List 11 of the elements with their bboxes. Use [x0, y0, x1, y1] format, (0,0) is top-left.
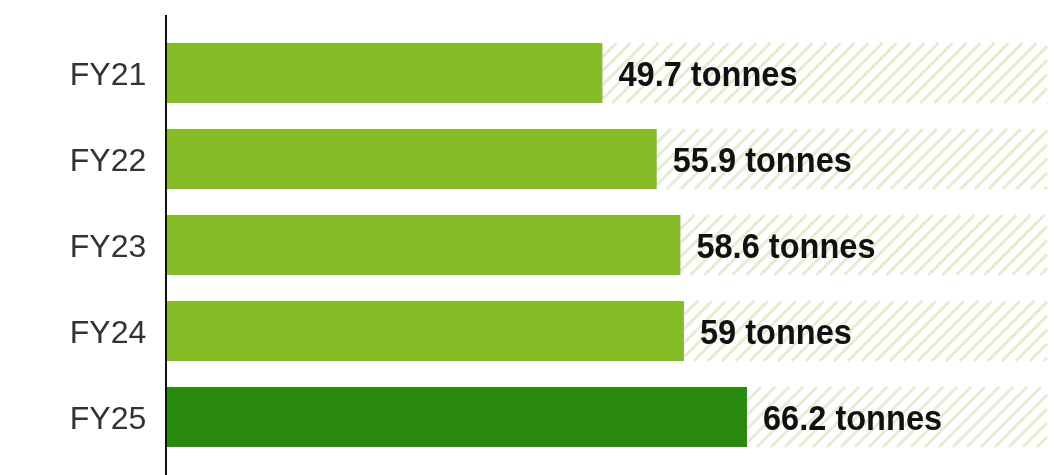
- y-tick-label: FY24: [69, 313, 147, 350]
- y-tick-label: FY25: [69, 399, 147, 436]
- bar: [167, 214, 681, 276]
- bar: [167, 42, 603, 104]
- bar: [167, 128, 657, 190]
- bar: [167, 300, 684, 362]
- data-label: 66.2 tonnes: [763, 397, 956, 437]
- y-tick-label: FY21: [69, 55, 147, 92]
- y-tick-label: FY23: [69, 227, 147, 264]
- y-tick-label: FY22: [69, 141, 147, 178]
- bar: [167, 386, 747, 448]
